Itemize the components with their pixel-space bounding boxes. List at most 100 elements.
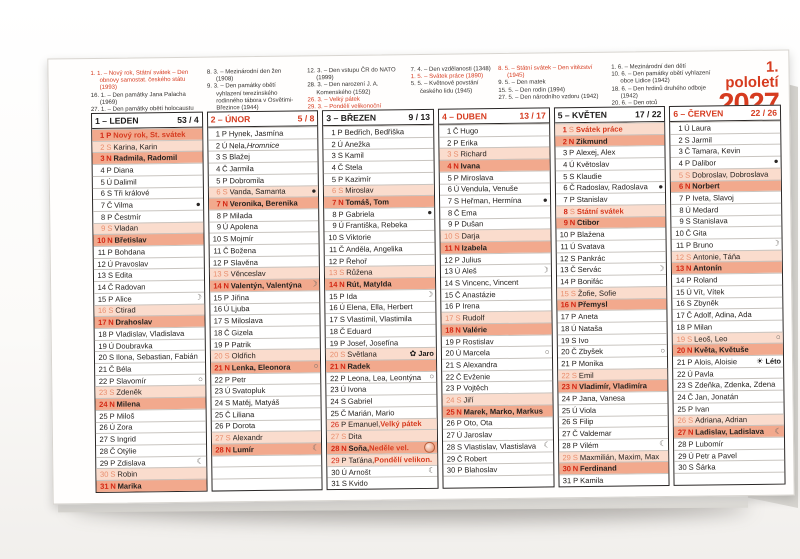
day-number: 29 bbox=[99, 458, 109, 468]
notes-march-b: 12. 3. – Den vstupu ČR do NATO (1999) 28.… bbox=[307, 61, 404, 110]
day-number: 7 bbox=[216, 199, 221, 209]
name-day: Bedřich, Bedřiška bbox=[344, 127, 405, 137]
name-day: Ida ☽ bbox=[346, 290, 434, 301]
day-number: 26 bbox=[330, 420, 340, 430]
name-day: Ctirad bbox=[115, 305, 136, 316]
name-day: Arnošt ☾ bbox=[348, 466, 436, 477]
name-day: Kazimír bbox=[345, 174, 371, 184]
summer-solstice-icon: ☀ Léto bbox=[756, 356, 782, 366]
name-day: Řehoř bbox=[346, 256, 367, 266]
name-day: Darja bbox=[461, 231, 480, 241]
name-day: Šárka bbox=[695, 462, 716, 472]
moon-new-icon: ● bbox=[195, 199, 201, 209]
weekday-letter: S bbox=[688, 416, 694, 426]
day-number: 19 bbox=[213, 339, 223, 350]
moon-first-icon: ☽ bbox=[194, 293, 202, 302]
weekday-letter: P bbox=[222, 176, 228, 186]
weekday-letter: P bbox=[455, 337, 461, 347]
name-day: Marcela ○ bbox=[462, 347, 550, 358]
weekday-letter: S bbox=[455, 313, 461, 323]
weekday-letter: P bbox=[686, 322, 693, 332]
folk-holiday-note: Hromnice bbox=[246, 140, 280, 150]
day-row: 31 N Marika bbox=[96, 478, 207, 492]
name-day: Iveta, Slavoj bbox=[692, 193, 734, 203]
day-number: 1 bbox=[446, 126, 452, 136]
day-number: 20 bbox=[98, 353, 108, 363]
weekday-letter: P bbox=[569, 195, 575, 205]
weekday-letter: N bbox=[572, 464, 579, 474]
name-day: Lubomír bbox=[695, 439, 724, 449]
day-number: 27 bbox=[99, 434, 109, 445]
weekday-letter: P bbox=[224, 339, 230, 349]
day-number: 20 bbox=[561, 347, 570, 357]
name-day: Eduard bbox=[346, 326, 372, 336]
day-number: 2 bbox=[447, 138, 452, 148]
weekday-letter: P bbox=[338, 174, 344, 184]
weekday-letter: Č bbox=[337, 162, 344, 172]
day-number: 19 bbox=[329, 338, 339, 348]
day-number: 18 bbox=[98, 329, 107, 339]
day-number: 14 bbox=[97, 282, 107, 292]
day-number: 31 bbox=[100, 481, 109, 491]
name-day: Miroslav bbox=[345, 185, 374, 196]
name-day: Valentýn, Valentýna ☽ bbox=[230, 280, 318, 291]
weekday-letter: Č bbox=[570, 265, 576, 275]
name-day: Blažena bbox=[577, 229, 605, 240]
weekday-letter: P bbox=[223, 257, 229, 267]
weekday-letter: S bbox=[453, 149, 459, 159]
name-day: Ctibor bbox=[576, 218, 600, 228]
day-number: 23 bbox=[561, 382, 571, 392]
day-number: 13 bbox=[97, 271, 107, 281]
name-day: Miloš bbox=[116, 411, 135, 421]
day-row: 31 P Kamila bbox=[559, 473, 669, 487]
moon-full-icon: ○ bbox=[544, 347, 550, 357]
day-number: 18 bbox=[676, 322, 686, 332]
day-number: 16 bbox=[329, 303, 338, 313]
name-day: Julius bbox=[461, 254, 482, 265]
weekday-letter: S bbox=[338, 233, 344, 243]
name-day bbox=[233, 484, 320, 485]
moon-first-icon: ☽ bbox=[425, 290, 434, 300]
name-day: Gizela bbox=[231, 327, 253, 338]
name-day: Blažej bbox=[229, 152, 250, 162]
name-day: Ivan bbox=[694, 404, 710, 414]
day-number: 16 bbox=[560, 300, 570, 310]
day-number: 8 bbox=[100, 212, 106, 222]
weekday-letter: P bbox=[456, 383, 462, 393]
weekday-letter: S bbox=[109, 434, 116, 444]
day-number: 23 bbox=[214, 386, 224, 396]
weekday-letter: S bbox=[456, 442, 463, 452]
day-number: 8 bbox=[216, 211, 221, 221]
weekday-letter: Č bbox=[455, 372, 462, 382]
day-number: 6 bbox=[678, 182, 684, 192]
name-day: Milada bbox=[229, 210, 253, 221]
weekday-letter: S bbox=[340, 396, 346, 407]
day-number: 5 bbox=[447, 173, 452, 183]
weekday-letter: S bbox=[453, 196, 460, 206]
day-number: 4 bbox=[447, 161, 452, 171]
weekday-letter: S bbox=[337, 151, 343, 161]
name-day: Leoš, Leo ○ bbox=[694, 333, 781, 344]
weekday-letter: P bbox=[687, 404, 694, 414]
day-number: 5 bbox=[100, 177, 105, 187]
name-day: Jarmil bbox=[691, 134, 712, 145]
name-day: Evženie bbox=[463, 371, 491, 382]
day-number: 3 bbox=[447, 149, 452, 159]
weekday-letter: P bbox=[110, 458, 116, 468]
weekday-letter: S bbox=[339, 315, 345, 325]
weekday-letter: Č bbox=[687, 392, 694, 402]
holiday-note-line: 12. 3. – Den vstupu ČR do NATO (1999) bbox=[307, 67, 396, 82]
day-number: 22 bbox=[330, 373, 339, 383]
notes-march-a: 8. 3. – Mezinárodní den žen (1908) 9. 3. … bbox=[207, 62, 301, 112]
name-day: Břetislav bbox=[114, 235, 147, 245]
day-number: 13 bbox=[675, 264, 685, 274]
notes-april-may: 7. 4. – Den vzdělanosti (1348) 1. 5. – Sv… bbox=[411, 60, 492, 107]
moon-last-icon: ☾ bbox=[196, 457, 204, 466]
day-number: 17 bbox=[444, 313, 454, 323]
name-day: Anděla, Angelika bbox=[345, 244, 403, 254]
holiday-notes-row: 1. 1. – Nový rok, Státní svátek – Den ob… bbox=[90, 57, 781, 121]
name-day: Zikmund bbox=[575, 136, 608, 146]
day-number: 22 bbox=[561, 370, 570, 380]
name-day: Ilona, Sebastian, Fabián bbox=[115, 351, 198, 362]
name-day: Emanuel, Velký pátek bbox=[348, 419, 422, 430]
